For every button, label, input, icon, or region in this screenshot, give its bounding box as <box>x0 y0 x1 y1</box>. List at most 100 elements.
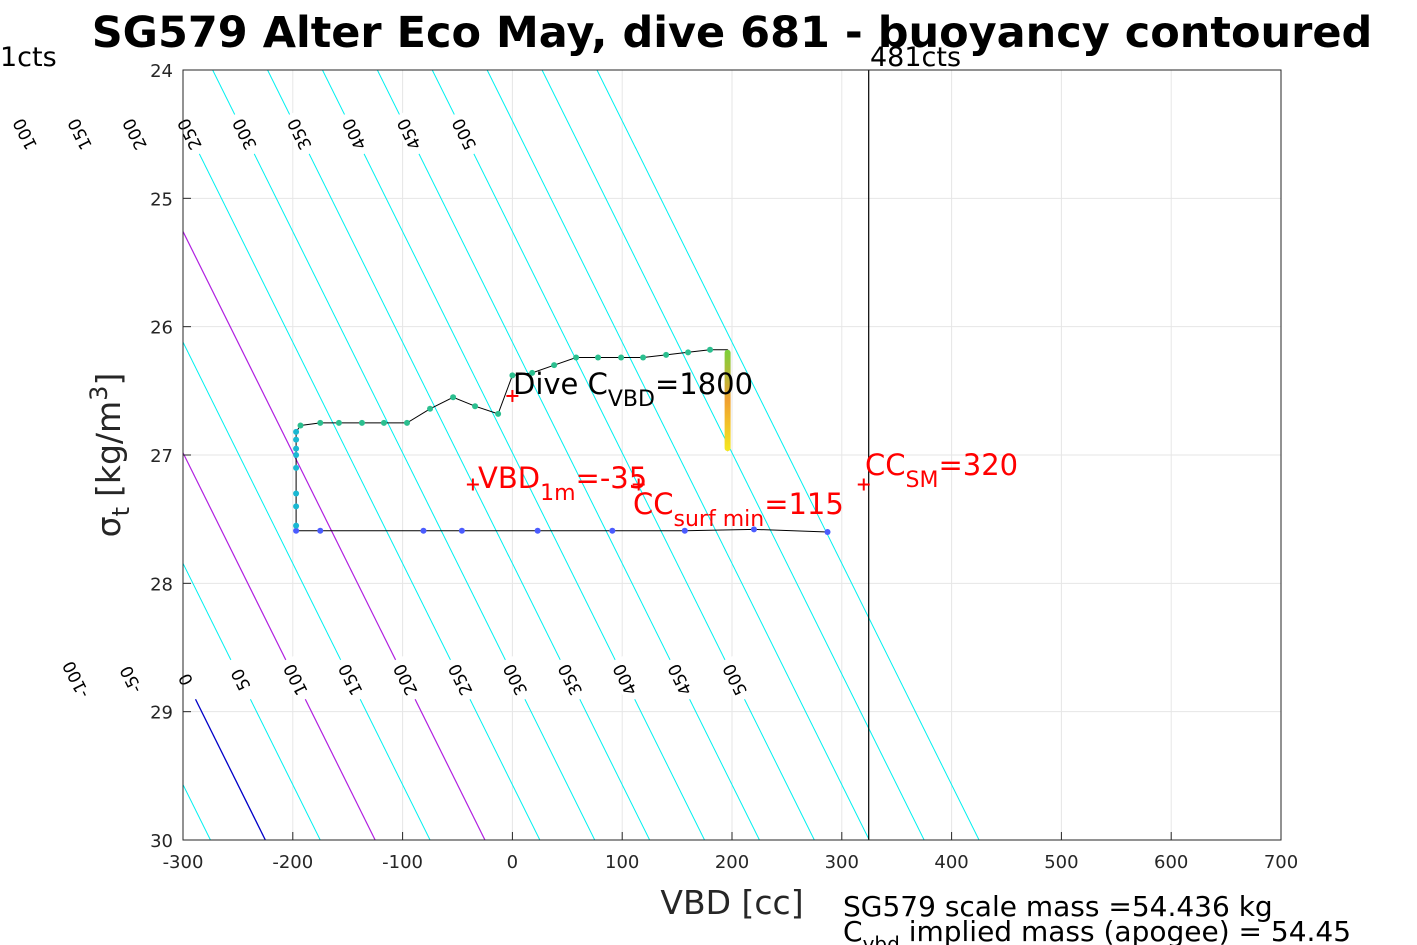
plus-marker <box>857 478 870 491</box>
x-tick-label: 100 <box>605 852 639 873</box>
implied-mass-value: implied mass (apogee) = 54.45 <box>900 915 1351 945</box>
series-point <box>472 403 479 410</box>
vbd1m-sub: 1m <box>540 481 575 506</box>
series-point <box>293 445 300 452</box>
contour-line <box>183 562 321 840</box>
series-point <box>293 452 300 458</box>
series-point <box>750 526 757 533</box>
plus-marker <box>466 478 479 491</box>
contour-lines <box>0 70 980 840</box>
series-point <box>335 419 342 426</box>
ccsm-main: CC <box>865 448 906 482</box>
series-point <box>529 369 536 376</box>
series-point <box>293 522 300 529</box>
contour-line <box>267 70 651 840</box>
series-point <box>495 410 502 417</box>
contour-line <box>212 70 596 840</box>
series-point <box>509 372 516 379</box>
contour-label-bg <box>552 655 588 704</box>
series-point <box>450 394 457 401</box>
chart-title: SG579 Alter Eco May, dive 681 - buoyancy… <box>92 8 1373 58</box>
y-tick-label: 29 <box>150 703 173 724</box>
series-point <box>609 527 616 534</box>
series-point <box>663 351 670 358</box>
series-point <box>534 527 541 534</box>
x-tick-label: 400 <box>934 852 968 873</box>
vbd1m-main: VBD <box>478 461 540 495</box>
plus-marker <box>506 389 519 402</box>
ccsurf-value: =115 <box>764 487 844 521</box>
series-point <box>293 428 300 435</box>
ccsurf-main: CC <box>633 487 674 521</box>
y-tick-label: 25 <box>150 189 173 210</box>
y-tick-label: 26 <box>150 318 173 339</box>
ccsurf-sub: surf min <box>674 507 765 532</box>
x-tick-label: 0 <box>507 852 518 873</box>
contour-label-bg <box>497 655 533 704</box>
series-point <box>458 527 465 534</box>
x-ticks: -300 -200 -100 0 100 200 300 400 500 600 700 <box>163 832 1298 873</box>
series-gradient-bar <box>724 349 731 452</box>
x-tick-label: -300 <box>163 852 204 873</box>
dive-cvbd-sub: VBD <box>608 387 655 412</box>
contour-label-bg <box>7 110 43 158</box>
contour-label-bg <box>442 655 479 704</box>
contour-label-bg <box>116 110 153 158</box>
ccsm-annotation: CCSM=320 <box>865 448 1018 493</box>
ccsm-sub: SM <box>906 468 939 493</box>
x-tick-label: 600 <box>1154 852 1188 873</box>
y-tick-label: 24 <box>150 61 173 82</box>
red-markers <box>466 389 870 491</box>
series-point <box>640 354 647 361</box>
contour-label-bg <box>167 655 204 704</box>
contour-label-bg <box>58 655 94 704</box>
contour-line <box>0 70 46 840</box>
series-point <box>573 354 580 361</box>
dive-cvbd-annotation: Dive CVBD=1800 <box>513 367 753 412</box>
series-point <box>297 422 304 429</box>
contour-line <box>596 70 980 840</box>
contour-label-bg <box>716 655 753 704</box>
series-point <box>293 503 300 510</box>
y-label-sup: 3 <box>85 386 113 401</box>
plus-marker <box>632 478 645 491</box>
series-point <box>293 464 300 471</box>
dive-series <box>293 346 831 535</box>
contour-label-bg <box>281 110 318 158</box>
y-label-sub: t <box>107 507 135 516</box>
vbd1m-annotation: VBD1m=-35 <box>478 461 647 506</box>
series-point <box>293 436 300 443</box>
contour-line <box>376 70 760 840</box>
series-point <box>358 419 365 426</box>
contour-label-bg <box>662 655 698 704</box>
vbd1m-value: =-35 <box>576 461 648 495</box>
series-point <box>685 349 692 356</box>
contour-label-bg <box>446 110 482 158</box>
x-tick-label: -100 <box>382 852 423 873</box>
contour-label: -100 <box>59 657 94 700</box>
y-label-close: ] <box>89 373 128 386</box>
contour-label-bg <box>277 655 314 704</box>
implied-mass-main: C <box>843 915 863 945</box>
series-point <box>595 354 602 361</box>
series-point <box>824 529 831 535</box>
series-point <box>293 490 300 497</box>
series-point <box>420 527 427 534</box>
series-point <box>707 346 714 353</box>
contour-label-bg <box>332 655 369 704</box>
x-tick-label: 300 <box>825 852 859 873</box>
dive-cvbd-main: Dive C <box>513 367 608 401</box>
scale-mass-footer: SG579 scale mass =54.436 kg <box>843 890 1273 923</box>
contour-label-bg <box>113 655 149 704</box>
dive-cvbd-value: =1800 <box>655 367 753 401</box>
contour-line <box>183 119 541 840</box>
right-cts-label: 481cts <box>870 42 961 73</box>
grid-lines <box>182 69 1282 841</box>
series-point <box>380 419 387 426</box>
y-tick-label: 28 <box>150 574 173 595</box>
contour-line <box>321 70 705 840</box>
contour-line <box>183 672 266 840</box>
series-point <box>551 362 558 369</box>
x-axis-label: VBD [cc] <box>660 883 803 922</box>
